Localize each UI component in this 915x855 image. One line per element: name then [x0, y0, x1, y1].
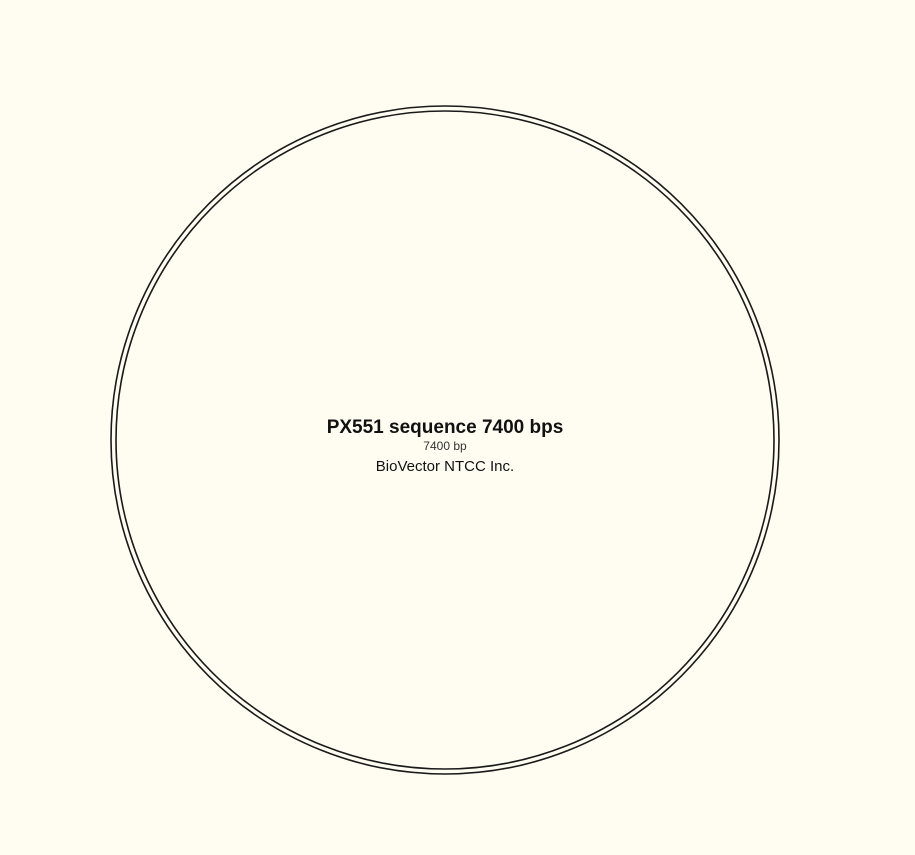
svg-text:BioVector NTCC Inc.: BioVector NTCC Inc. — [376, 458, 514, 475]
svg-text:PX551 sequence 7400 bps: PX551 sequence 7400 bps — [327, 417, 564, 438]
svg-text:7400 bp: 7400 bp — [423, 439, 467, 453]
